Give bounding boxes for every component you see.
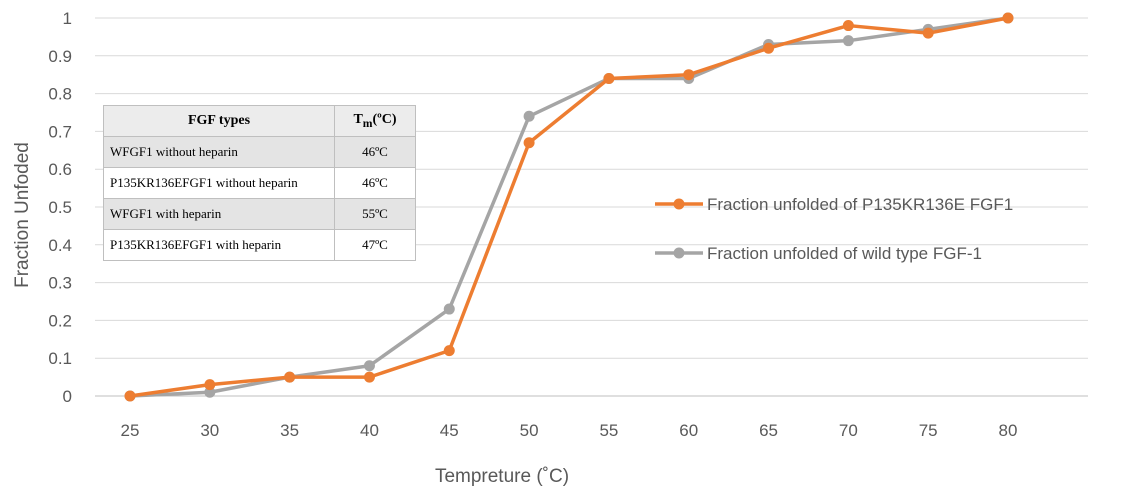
y-tick-label: 0.5 <box>48 198 72 217</box>
y-tick-label: 0.3 <box>48 274 72 293</box>
data-point <box>204 386 216 398</box>
data-point <box>842 20 854 32</box>
header-tm-sub: m <box>362 116 373 130</box>
data-point <box>922 27 934 39</box>
x-tick-label: 35 <box>280 421 299 440</box>
table-row: P135KR136EFGF1 with heparin 47ºC <box>103 229 416 261</box>
header-tm: Tm(ºC) <box>334 105 416 137</box>
y-tick-label: 0 <box>63 387 72 406</box>
data-point <box>363 360 375 372</box>
table-cell-type: WFGF1 with heparin <box>103 198 335 230</box>
table-row: WFGF1 with heparin 55ºC <box>103 198 416 230</box>
table-cell-tm: 47ºC <box>334 229 416 261</box>
y-tick-label: 0.6 <box>48 160 72 179</box>
x-axis-title: Tempreture (˚C) <box>435 466 569 487</box>
table-cell-type: P135KR136EFGF1 with heparin <box>103 229 335 261</box>
y-tick-label: 0.9 <box>48 47 72 66</box>
series-line <box>129 16 1009 398</box>
legend: Fraction unfolded of P135KR136E FGF1 Frac… <box>655 195 1013 263</box>
y-tick-label: 0.2 <box>48 311 72 330</box>
data-point <box>204 379 216 391</box>
y-tick-label: 0.1 <box>48 349 72 368</box>
x-tick-label: 30 <box>200 421 219 440</box>
data-point <box>443 303 455 315</box>
y-tick-label: 0.4 <box>48 236 72 255</box>
table-cell-type: P135KR136EFGF1 without heparin <box>103 167 335 199</box>
x-axis-ticks: 25 30 35 40 45 50 55 60 65 70 75 80 <box>121 421 1018 440</box>
table-header-row: FGF types Tm(ºC) <box>103 105 416 137</box>
data-point <box>443 345 455 357</box>
x-tick-label: 25 <box>121 421 140 440</box>
x-tick-label: 45 <box>440 421 459 440</box>
data-point <box>523 110 535 122</box>
table-cell-tm: 46ºC <box>334 136 416 168</box>
data-point <box>763 42 775 54</box>
legend-label: Fraction unfolded of P135KR136E FGF1 <box>707 195 1013 214</box>
x-tick-label: 40 <box>360 421 379 440</box>
x-tick-label: 60 <box>679 421 698 440</box>
data-point <box>363 371 375 383</box>
data-point <box>523 137 535 149</box>
x-tick-label: 80 <box>999 421 1018 440</box>
data-point <box>1002 12 1014 24</box>
data-point <box>124 390 136 402</box>
legend-label: Fraction unfolded of wild type FGF-1 <box>707 244 982 263</box>
y-tick-label: 0.7 <box>48 122 72 141</box>
x-tick-label: 65 <box>759 421 778 440</box>
data-point <box>842 35 854 47</box>
y-axis-ticks: 0 0.1 0.2 0.3 0.4 0.5 0.6 0.7 0.8 0.9 1 <box>48 9 72 406</box>
legend-marker <box>673 247 685 259</box>
y-tick-label: 0.8 <box>48 85 72 104</box>
tm-table: FGF types Tm(ºC) WFGF1 without heparin 4… <box>103 105 416 261</box>
y-tick-label: 1 <box>63 9 72 28</box>
header-fgf-types: FGF types <box>103 105 335 137</box>
data-point <box>284 371 296 383</box>
x-tick-label: 70 <box>839 421 858 440</box>
table-cell-type: WFGF1 without heparin <box>103 136 335 168</box>
x-tick-label: 55 <box>599 421 618 440</box>
data-point <box>683 69 695 81</box>
data-point <box>603 72 615 84</box>
table-cell-tm: 55ºC <box>334 198 416 230</box>
header-tm-main: T <box>353 112 363 128</box>
table-row: P135KR136EFGF1 without heparin 46ºC <box>103 167 416 199</box>
legend-marker <box>673 198 685 210</box>
series-group <box>124 12 1014 402</box>
x-tick-label: 50 <box>520 421 539 440</box>
y-axis-title: Fraction Unfoded <box>12 142 33 288</box>
header-tm-unit: (ºC) <box>372 112 397 128</box>
table-cell-tm: 46ºC <box>334 167 416 199</box>
series-mutant <box>124 12 1014 402</box>
x-tick-label: 75 <box>919 421 938 440</box>
table-row: WFGF1 without heparin 46ºC <box>103 136 416 168</box>
